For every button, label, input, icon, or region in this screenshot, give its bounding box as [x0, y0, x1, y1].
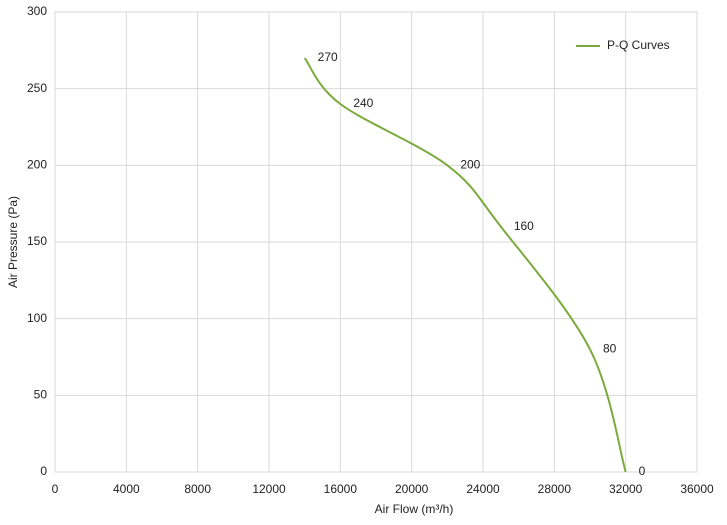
x-axis-label: Air Flow (m³/h)	[375, 502, 454, 516]
data-label: 0	[639, 464, 646, 478]
y-tick-label: 150	[27, 234, 47, 248]
x-tick-label: 0	[52, 482, 59, 496]
x-tick-label: 24000	[466, 482, 500, 496]
x-tick-label: 16000	[324, 482, 358, 496]
x-tick-label: 32000	[609, 482, 643, 496]
x-tick-label: 12000	[252, 482, 286, 496]
data-label: 240	[353, 96, 373, 110]
data-label: 200	[460, 158, 480, 172]
y-tick-label: 200	[27, 158, 47, 172]
data-label: 160	[514, 219, 534, 233]
y-tick-label: 300	[27, 4, 47, 18]
series-line	[303, 57, 627, 473]
x-tick-label: 36000	[680, 482, 714, 496]
x-tick-label: 20000	[395, 482, 429, 496]
x-tick-label: 28000	[538, 482, 572, 496]
y-tick-label: 250	[27, 81, 47, 95]
legend-label: P-Q Curves	[607, 38, 670, 52]
y-tick-label: 0	[40, 464, 47, 478]
y-tick-label: 50	[34, 388, 48, 402]
data-label: 270	[318, 50, 338, 64]
data-label: 80	[603, 342, 617, 356]
y-axis-label: Air Pressure (Pa)	[6, 196, 20, 288]
y-tick-label: 100	[27, 311, 47, 325]
x-tick-label: 4000	[113, 482, 140, 496]
x-tick-label: 8000	[184, 482, 211, 496]
